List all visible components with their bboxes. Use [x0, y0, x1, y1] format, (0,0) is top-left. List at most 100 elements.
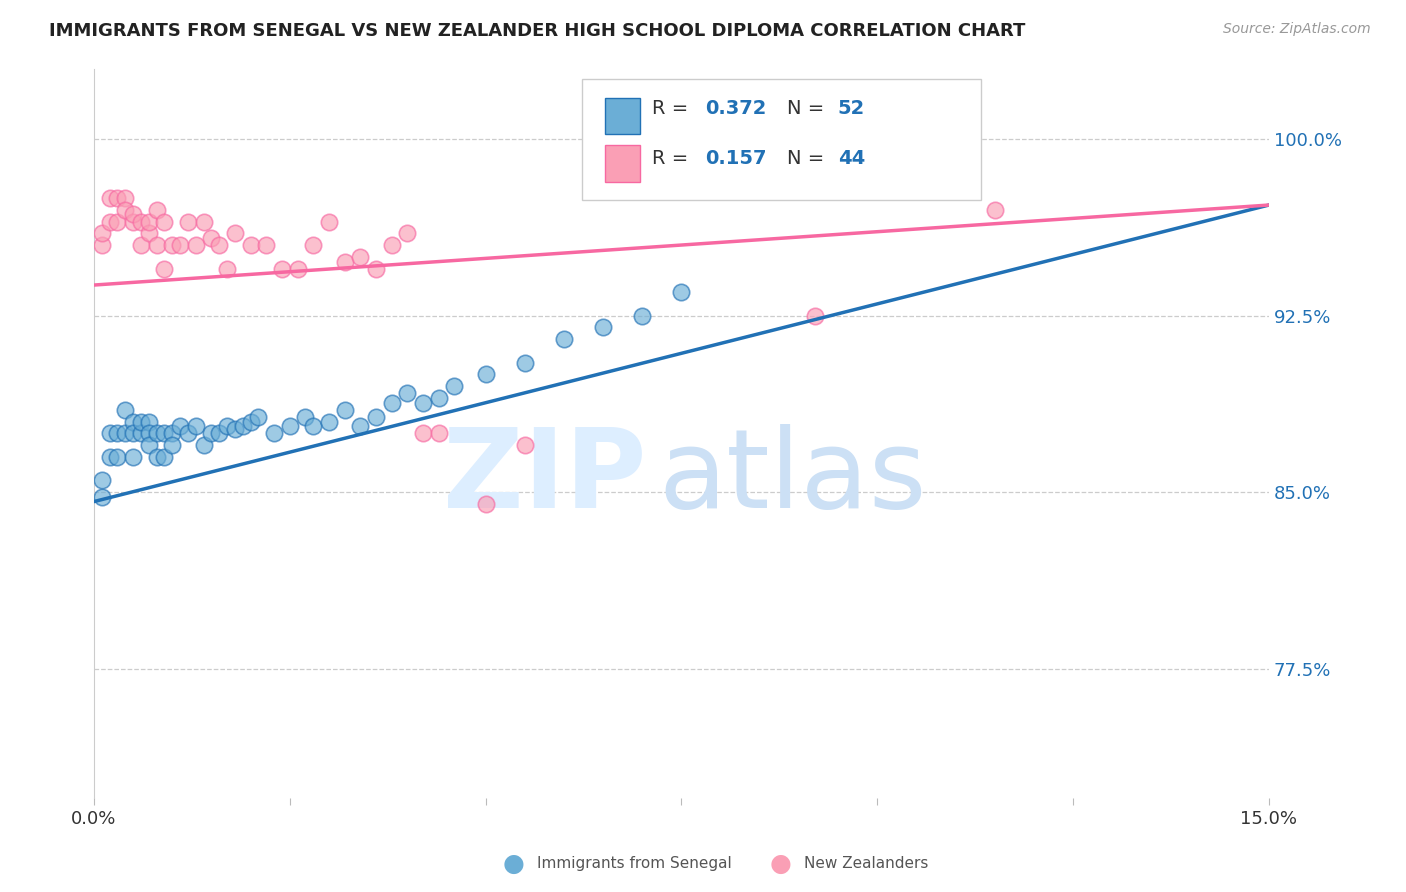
Point: [153, 426, 176, 441]
Point: [122, 426, 145, 441]
Bar: [605, 98, 640, 134]
Point: [177, 426, 200, 441]
Point: [427, 426, 450, 441]
Point: [162, 426, 184, 441]
Point: [803, 309, 825, 323]
Point: [318, 214, 340, 228]
Point: [98, 191, 121, 205]
Point: [90, 227, 112, 241]
Point: [129, 415, 152, 429]
Point: [90, 238, 112, 252]
Point: [247, 409, 270, 424]
Text: 0.157: 0.157: [704, 149, 766, 168]
Point: [169, 419, 191, 434]
Point: [138, 214, 160, 228]
Point: [145, 450, 167, 464]
Point: [412, 426, 434, 441]
Point: [333, 254, 356, 268]
Point: [114, 402, 136, 417]
Point: [122, 214, 145, 228]
Point: [114, 426, 136, 441]
Point: [90, 490, 112, 504]
Point: [98, 426, 121, 441]
Point: [114, 202, 136, 217]
Point: [553, 332, 575, 346]
Point: [162, 238, 184, 252]
Text: R =: R =: [652, 99, 695, 118]
Point: [200, 426, 222, 441]
Bar: [605, 145, 640, 182]
Point: [396, 227, 419, 241]
Point: [381, 395, 404, 409]
Point: [98, 214, 121, 228]
Point: [200, 231, 222, 245]
Point: [145, 426, 167, 441]
Point: [184, 238, 207, 252]
Y-axis label: High School Diploma: High School Diploma: [0, 347, 8, 520]
Point: [193, 438, 215, 452]
Point: [107, 191, 129, 205]
Point: [224, 227, 246, 241]
Point: [443, 379, 465, 393]
Point: [224, 422, 246, 436]
Text: ●: ●: [502, 852, 524, 875]
Point: [138, 415, 160, 429]
Point: [153, 450, 176, 464]
Point: [302, 238, 325, 252]
Point: [364, 409, 387, 424]
Point: [129, 238, 152, 252]
Point: [513, 438, 536, 452]
Point: [474, 368, 496, 382]
Point: [217, 261, 239, 276]
Point: [138, 438, 160, 452]
Point: [271, 261, 294, 276]
Text: N =: N =: [787, 99, 831, 118]
Point: [208, 426, 231, 441]
Point: [90, 474, 112, 488]
Point: [278, 419, 301, 434]
Point: [107, 450, 129, 464]
Point: [984, 202, 1007, 217]
Text: Immigrants from Senegal: Immigrants from Senegal: [537, 856, 733, 871]
Point: [138, 426, 160, 441]
Point: [162, 438, 184, 452]
Point: [208, 238, 231, 252]
Text: New Zealanders: New Zealanders: [804, 856, 928, 871]
Point: [177, 214, 200, 228]
Text: 0.372: 0.372: [704, 99, 766, 118]
Text: 52: 52: [838, 99, 865, 118]
Point: [631, 309, 654, 323]
Point: [333, 402, 356, 417]
Point: [169, 238, 191, 252]
Point: [232, 419, 254, 434]
Point: [145, 238, 167, 252]
Point: [153, 261, 176, 276]
Point: [138, 227, 160, 241]
Point: [107, 426, 129, 441]
Text: ●: ●: [769, 852, 792, 875]
Point: [412, 395, 434, 409]
Point: [129, 214, 152, 228]
FancyBboxPatch shape: [582, 79, 981, 200]
Point: [349, 250, 371, 264]
Point: [474, 497, 496, 511]
Point: [254, 238, 277, 252]
Point: [184, 419, 207, 434]
Point: [318, 415, 340, 429]
Point: [153, 214, 176, 228]
Point: [107, 214, 129, 228]
Point: [287, 261, 309, 276]
Point: [239, 238, 262, 252]
Text: ZIP: ZIP: [443, 424, 647, 531]
Point: [239, 415, 262, 429]
Point: [145, 202, 167, 217]
Point: [349, 419, 371, 434]
Point: [129, 426, 152, 441]
Point: [114, 191, 136, 205]
Point: [364, 261, 387, 276]
Point: [294, 409, 316, 424]
Text: Source: ZipAtlas.com: Source: ZipAtlas.com: [1223, 22, 1371, 37]
Point: [122, 415, 145, 429]
Point: [592, 320, 614, 334]
Point: [302, 419, 325, 434]
